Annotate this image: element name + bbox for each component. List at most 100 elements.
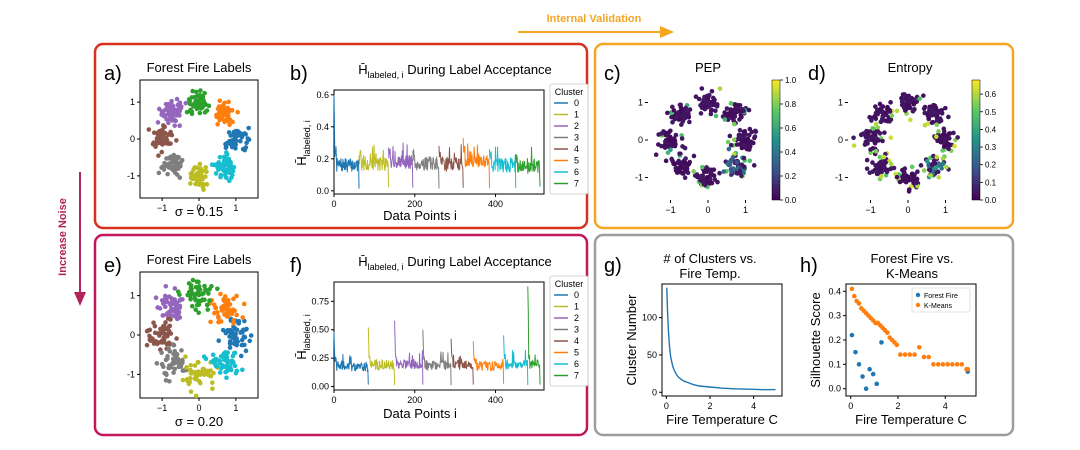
cluster-point [236,320,241,326]
legend-label: 5 [574,348,579,358]
value-point [751,163,757,168]
cluster-point [225,314,231,319]
value-point [888,100,893,105]
legend-frame [911,287,971,313]
cluster-point [238,138,243,144]
cluster-point [200,176,205,182]
colorbar-tick-label: 0.3 [985,143,997,152]
value-point [725,139,731,145]
cluster-point [176,161,182,167]
kmeans-point [921,354,927,360]
y-tick-label: 0.4 [828,286,841,296]
y-tick-label: 1 [638,98,643,108]
cluster-point [161,123,166,128]
forest-fire-point [863,386,869,391]
value-point [678,164,684,170]
cluster-point [206,291,211,296]
cluster-point [222,173,228,178]
value-point [882,130,887,135]
cluster-point [241,334,247,340]
value-point [880,138,885,144]
cluster-point [193,376,199,382]
value-point [889,113,895,119]
value-point [736,135,742,141]
value-point [924,158,930,164]
cluster-point [179,359,184,365]
panel-e-ticks: −1 0 1 -1 0 1 [127,291,238,413]
value-point [696,96,702,102]
cluster-point [234,293,239,299]
cluster-point [201,354,207,359]
value-point [873,148,879,154]
cluster-point [207,286,212,292]
cluster-point [165,354,170,359]
value-point [939,107,944,113]
cluster-point [232,341,238,347]
value-point [940,148,945,153]
value-point [728,101,734,106]
cluster-point [231,165,237,170]
panel-h-legend: Forest Fire K-Means [911,287,971,313]
y-tick-label: 1 [838,98,843,108]
value-point [659,143,664,149]
value-point [876,138,881,143]
value-point [686,161,692,167]
cluster-point [156,153,161,158]
panel-h-ticks: 0 2 4 0.0 0.1 0.2 0.3 0.4 [828,286,947,411]
value-point [741,108,746,114]
value-point [715,179,720,185]
cluster-point [159,149,165,155]
cluster-point [171,152,177,158]
legend-label: 0 [574,290,579,300]
panel-g-title-line1: # of Clusters vs. [663,251,756,266]
value-point [731,137,737,142]
cluster-point [235,128,240,134]
cluster-point [217,358,222,364]
value-point [870,134,875,139]
value-point [717,170,722,176]
cluster-point [196,310,201,316]
legend-label: K-Means [924,303,953,310]
cluster-point [185,378,190,384]
cluster-point [219,305,224,311]
cluster-point [192,363,198,368]
forest-fire-point [867,366,872,372]
legend-label: 6 [574,359,579,369]
value-point [683,156,688,161]
value-point [870,169,876,175]
value-point [870,146,876,151]
y-tick-label: 0.1 [828,359,841,369]
legend-title: Cluster [555,87,584,97]
cluster-1-series [367,327,396,386]
value-point [926,115,931,121]
x-tick-label: 2 [707,401,712,411]
cluster-point [197,110,203,116]
cluster-point [177,123,182,128]
panel-h-title-line1: Forest Fire vs. [870,251,953,266]
cluster-point [223,302,228,308]
cluster-0-series [333,331,369,385]
value-point [706,92,712,98]
value-point [933,110,938,116]
cluster-point [159,328,165,334]
cluster-point [217,162,223,168]
colorbar-tick-label: 0.5 [985,108,997,117]
panel-b-lines [333,94,541,189]
kmeans-point [926,354,932,360]
legend-label: 2 [574,121,579,131]
value-point [687,119,692,125]
value-point [737,127,743,133]
cluster-point [160,141,165,147]
kmeans-point [959,362,965,367]
value-point [879,169,884,175]
cluster-point [188,362,194,368]
legend-frame [549,275,589,387]
panel-a-sigma: σ = 0.15 [175,204,223,219]
legend-label: Forest Fire [924,293,958,300]
legend-label: 0 [574,98,579,108]
cluster-point [165,171,170,177]
cluster-point [241,301,247,307]
kmeans-point [907,352,913,357]
value-point [741,164,747,170]
value-point [673,132,679,138]
